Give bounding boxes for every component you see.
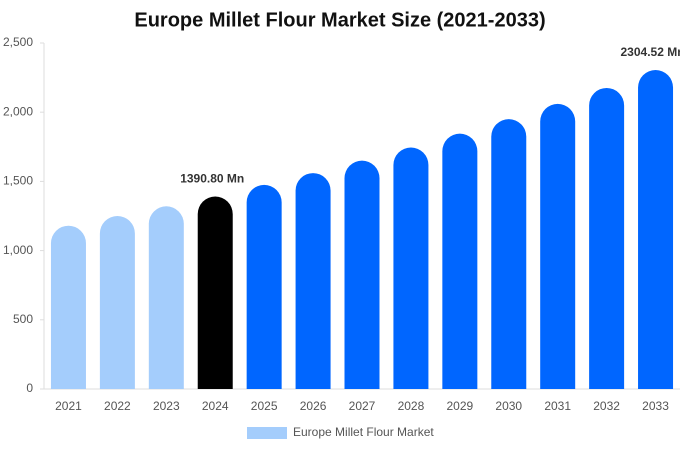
bar <box>638 70 674 389</box>
y-tick-label: 2,500 <box>3 35 33 49</box>
x-tick-label: 2021 <box>55 399 82 413</box>
y-tick-label: 1,000 <box>3 243 33 257</box>
bar <box>148 206 184 389</box>
bar <box>246 184 282 389</box>
chart-title: Europe Millet Flour Market Size (2021-20… <box>134 9 545 31</box>
bar <box>295 173 331 389</box>
legend-label: Europe Millet Flour Market <box>293 425 434 439</box>
x-tick-label: 2024 <box>202 399 229 413</box>
legend-swatch <box>247 427 287 439</box>
x-tick-label: 2031 <box>544 399 571 413</box>
bar <box>344 160 380 389</box>
x-tick-label: 2025 <box>251 399 278 413</box>
y-tick-label: 0 <box>26 381 33 395</box>
x-tick-label: 2022 <box>104 399 131 413</box>
x-tick-label: 2023 <box>153 399 180 413</box>
bar <box>197 196 233 389</box>
bar <box>99 216 135 389</box>
x-tick-label: 2028 <box>398 399 425 413</box>
bar <box>50 225 86 389</box>
x-tick-label: 2033 <box>642 399 669 413</box>
bar <box>393 147 429 389</box>
value-label: 2304.52 Mn <box>621 45 680 59</box>
bar <box>589 87 625 389</box>
bar <box>491 119 527 390</box>
x-tick-label: 2027 <box>349 399 376 413</box>
value-label: 1390.80 Mn <box>180 172 244 186</box>
bar <box>442 133 478 389</box>
x-tick-label: 2032 <box>593 399 620 413</box>
x-tick-label: 2030 <box>495 399 522 413</box>
y-tick-label: 500 <box>13 312 33 326</box>
bar <box>540 103 576 390</box>
x-tick-label: 2029 <box>446 399 473 413</box>
y-tick-label: 2,000 <box>3 104 33 118</box>
y-tick-label: 1,500 <box>3 174 33 188</box>
x-tick-label: 2026 <box>300 399 327 413</box>
